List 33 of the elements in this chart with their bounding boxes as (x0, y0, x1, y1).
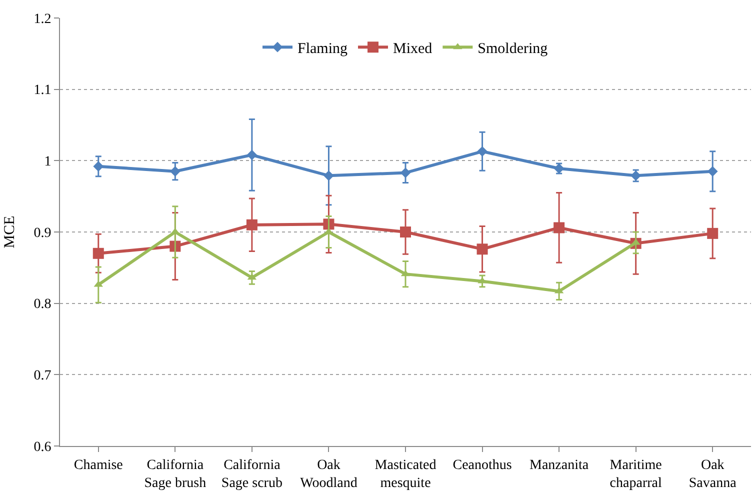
x-tick-label: California Sage scrub (221, 458, 282, 491)
x-tick-label: California Sage brush (144, 458, 206, 491)
y-tick-label: 1 (44, 154, 52, 170)
y-tick-label: 1.1 (34, 83, 52, 98)
y-tick-label: 0.6 (34, 440, 52, 455)
legend-label: Smoldering (478, 40, 548, 57)
y-tick-label: 1.2 (34, 12, 52, 27)
point (400, 226, 411, 238)
point (246, 150, 258, 160)
x-tick-label: Oak Woodland (300, 458, 358, 491)
x-tick-label: Maritime chaparral (610, 458, 662, 491)
point (324, 170, 334, 181)
point (92, 248, 104, 259)
point (554, 222, 565, 234)
point (707, 166, 718, 177)
point (476, 244, 488, 255)
x-tick-label: Ceanothus (452, 458, 512, 473)
y-tick-label: 0.8 (34, 297, 52, 312)
y-axis-title: MCE (2, 216, 18, 248)
y-tick-label: 0.9 (34, 226, 52, 241)
point (400, 168, 411, 178)
point (93, 161, 104, 172)
y-tick-label: 0.7 (34, 368, 52, 384)
x-tick-label: Chamise (74, 458, 123, 473)
x-tick-label: Manzanita (530, 458, 590, 473)
x-tick-label: Masticated mesquite (374, 458, 436, 491)
legend-label: Flaming (298, 40, 348, 57)
point (170, 166, 180, 177)
legend-label: Mixed (393, 40, 433, 57)
x-tick-label: Oak Savanna (688, 458, 738, 491)
point (477, 146, 488, 157)
point (246, 219, 258, 230)
point (707, 228, 718, 239)
